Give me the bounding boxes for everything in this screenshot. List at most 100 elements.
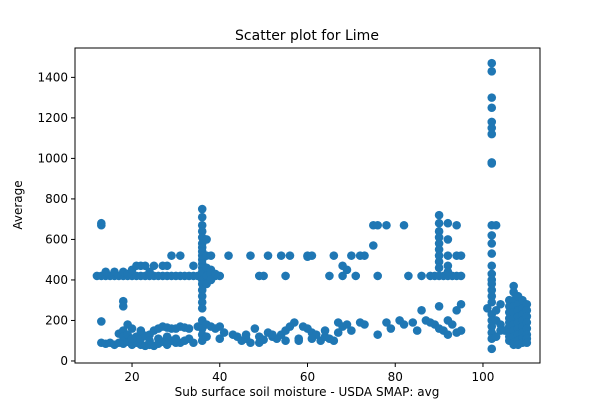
data-point bbox=[294, 336, 304, 346]
data-point bbox=[145, 336, 154, 346]
data-point bbox=[487, 117, 497, 127]
data-point bbox=[149, 261, 159, 271]
data-point bbox=[487, 269, 497, 279]
data-point bbox=[399, 320, 409, 329]
data-point bbox=[522, 312, 532, 321]
data-point bbox=[443, 267, 453, 277]
data-point bbox=[434, 301, 444, 311]
data-point bbox=[189, 338, 198, 348]
data-point bbox=[342, 265, 352, 275]
data-point bbox=[118, 301, 128, 311]
data-point bbox=[351, 271, 361, 281]
data-point bbox=[417, 306, 426, 315]
data-point bbox=[281, 336, 290, 346]
data-point bbox=[110, 267, 119, 277]
data-point bbox=[360, 251, 369, 260]
data-point bbox=[373, 330, 382, 339]
data-point bbox=[215, 334, 225, 343]
data-point bbox=[522, 306, 532, 315]
data-point bbox=[211, 269, 220, 279]
y-tick-label: 0 bbox=[60, 354, 68, 368]
data-point bbox=[285, 251, 295, 260]
data-point bbox=[487, 159, 497, 168]
data-point bbox=[522, 318, 532, 327]
data-point bbox=[206, 275, 216, 285]
data-point bbox=[145, 267, 154, 277]
data-point bbox=[254, 338, 264, 348]
x-tick-label: 40 bbox=[212, 370, 227, 384]
chart-title: Scatter plot for Lime bbox=[235, 28, 379, 44]
data-point bbox=[338, 271, 347, 281]
data-point bbox=[487, 344, 497, 354]
data-point bbox=[373, 271, 382, 281]
data-point bbox=[197, 227, 207, 236]
data-point bbox=[373, 220, 382, 230]
data-point bbox=[347, 326, 356, 335]
data-point bbox=[487, 123, 497, 133]
data-point bbox=[487, 103, 497, 113]
y-tick-label: 200 bbox=[45, 313, 68, 327]
data-point bbox=[307, 251, 317, 260]
data-point bbox=[487, 93, 497, 102]
y-tick-label: 1400 bbox=[37, 70, 68, 84]
data-point bbox=[487, 322, 497, 331]
data-point bbox=[219, 328, 229, 337]
data-point bbox=[496, 299, 505, 309]
data-point bbox=[197, 220, 207, 230]
data-point bbox=[434, 239, 444, 248]
data-point bbox=[408, 318, 418, 327]
data-point bbox=[369, 241, 378, 250]
data-point bbox=[509, 281, 518, 291]
data-point bbox=[487, 249, 497, 258]
data-point bbox=[307, 334, 317, 343]
data-point bbox=[487, 231, 497, 240]
data-point bbox=[443, 261, 453, 271]
data-point bbox=[171, 334, 181, 343]
data-point bbox=[456, 326, 466, 335]
x-tick-label: 80 bbox=[388, 370, 403, 384]
data-point bbox=[434, 227, 444, 236]
data-point bbox=[443, 218, 453, 228]
data-point bbox=[189, 261, 198, 271]
data-point bbox=[154, 334, 163, 343]
data-point bbox=[487, 129, 497, 139]
x-tick-label: 20 bbox=[124, 370, 139, 384]
data-point bbox=[522, 338, 532, 348]
data-point bbox=[434, 233, 444, 242]
plot-frame bbox=[74, 47, 541, 364]
data-point bbox=[333, 328, 343, 337]
data-point bbox=[487, 67, 497, 76]
data-point bbox=[175, 251, 185, 260]
data-point bbox=[241, 330, 251, 339]
data-point bbox=[447, 320, 457, 329]
data-point bbox=[290, 318, 299, 327]
data-point bbox=[443, 235, 453, 244]
data-point bbox=[101, 267, 111, 277]
data-point bbox=[434, 218, 444, 228]
data-point bbox=[167, 251, 176, 260]
data-point bbox=[342, 320, 352, 329]
data-point bbox=[487, 285, 497, 295]
data-point bbox=[412, 326, 422, 335]
x-axis-ticks: 20 40 60 80 100 bbox=[124, 363, 494, 384]
data-point bbox=[491, 220, 501, 230]
data-point bbox=[496, 320, 505, 329]
data-point bbox=[259, 271, 268, 281]
data-point bbox=[215, 322, 225, 331]
data-point bbox=[162, 261, 172, 271]
data-point bbox=[456, 299, 466, 309]
data-point bbox=[434, 257, 444, 267]
x-tick-label: 60 bbox=[300, 370, 315, 384]
y-tick-label: 600 bbox=[45, 232, 68, 246]
data-point bbox=[382, 220, 391, 230]
data-point bbox=[202, 332, 211, 341]
data-point bbox=[443, 251, 453, 260]
x-axis-label: Sub surface soil moisture - USDA SMAP: a… bbox=[175, 385, 440, 399]
data-point bbox=[434, 245, 444, 254]
data-point bbox=[522, 324, 532, 333]
data-point bbox=[197, 297, 207, 307]
data-point bbox=[456, 251, 466, 260]
data-point bbox=[97, 218, 106, 228]
data-point bbox=[491, 306, 501, 315]
